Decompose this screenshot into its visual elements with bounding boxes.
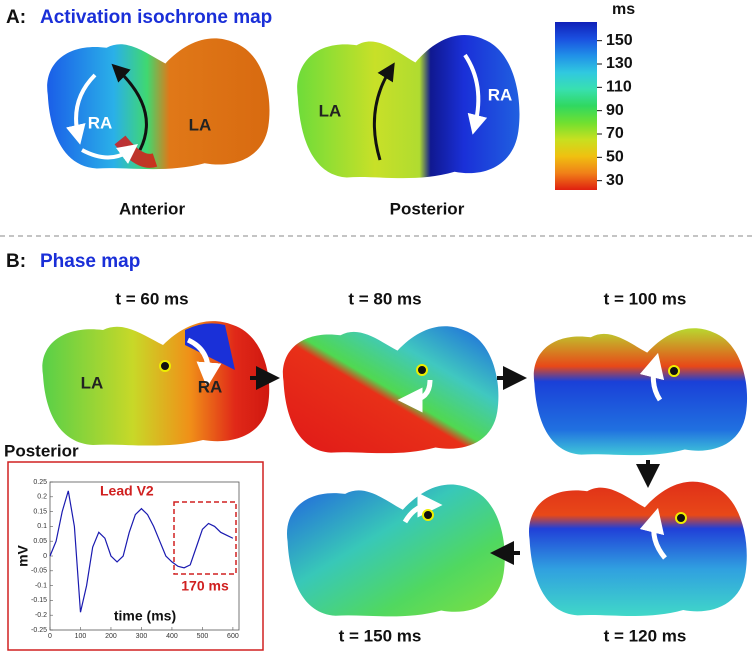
arrow — [111, 63, 148, 151]
view-label: Posterior — [390, 199, 465, 218]
colorbar-tick-label: 110 — [606, 79, 632, 96]
panel-title: Activation isochrone map — [40, 7, 272, 28]
arrow — [66, 73, 97, 145]
colorbar-tick-label: 50 — [606, 149, 624, 166]
colorbar-unit: ms — [612, 1, 635, 18]
frame-label: t = 120 ms — [604, 626, 687, 645]
x-tick-label: 0 — [48, 633, 52, 640]
x-axis-label: time (ms) — [114, 608, 176, 624]
annotation: 170 ms — [181, 578, 229, 594]
y-tick-label: 0.2 — [37, 494, 47, 501]
view-label: Posterior — [4, 441, 79, 460]
colorbar-tick-label: 30 — [606, 172, 624, 189]
ecg-line — [49, 490, 234, 613]
heart-map — [42, 321, 270, 446]
x-tick-label: 600 — [227, 633, 239, 640]
inset-title: Lead V2 — [100, 483, 154, 499]
arrow — [81, 144, 139, 164]
x-tick-label: 100 — [75, 633, 87, 640]
frame-label: t = 100 ms — [604, 289, 687, 308]
heart-map — [286, 484, 505, 617]
region-label: LA — [189, 115, 212, 134]
y-tick-label: 0.25 — [33, 479, 47, 486]
region-label: RA — [88, 113, 113, 132]
panel-title: Phase map — [40, 251, 140, 272]
region-label: RA — [198, 377, 223, 396]
colorbar-tick-label: 150 — [606, 32, 633, 49]
frame-label: t = 80 ms — [348, 289, 421, 308]
heart-map — [47, 38, 270, 170]
colorbar-tick-label: 130 — [606, 55, 633, 72]
y-tick-label: -0.05 — [31, 568, 47, 575]
x-tick-label: 200 — [105, 633, 117, 640]
colorbar-tick-label: 90 — [606, 102, 624, 119]
colorbar-tick-label: 70 — [606, 125, 624, 142]
heart-map — [528, 481, 747, 616]
arrow — [372, 62, 395, 161]
region-label: LA — [81, 373, 104, 392]
panel-label: A: — [6, 7, 26, 28]
heart-map — [533, 328, 748, 456]
colorbar — [555, 22, 597, 190]
x-tick-label: 400 — [166, 633, 178, 640]
panel-label: B: — [6, 251, 26, 272]
y-axis-label: mV — [15, 544, 31, 566]
frame-label: t = 150 ms — [339, 626, 422, 645]
frame-label: t = 60 ms — [115, 289, 188, 308]
region-label: LA — [319, 101, 342, 120]
heart-map — [282, 326, 499, 454]
y-tick-label: 0.1 — [37, 523, 47, 530]
y-tick-label: 0.15 — [33, 508, 47, 515]
y-tick-label: -0.2 — [35, 612, 47, 619]
view-label: Anterior — [119, 199, 186, 218]
y-tick-label: -0.25 — [31, 627, 47, 634]
y-tick-label: -0.1 — [35, 582, 47, 589]
region-label: RA — [488, 85, 513, 104]
inset-frame — [7, 461, 264, 651]
y-tick-label: -0.15 — [31, 597, 47, 604]
highlight-box — [173, 501, 237, 575]
arrow — [463, 53, 488, 135]
x-tick-label: 300 — [136, 633, 148, 640]
y-tick-label: 0.05 — [33, 538, 47, 545]
y-tick-label: 0 — [43, 553, 47, 560]
x-tick-label: 500 — [197, 633, 209, 640]
